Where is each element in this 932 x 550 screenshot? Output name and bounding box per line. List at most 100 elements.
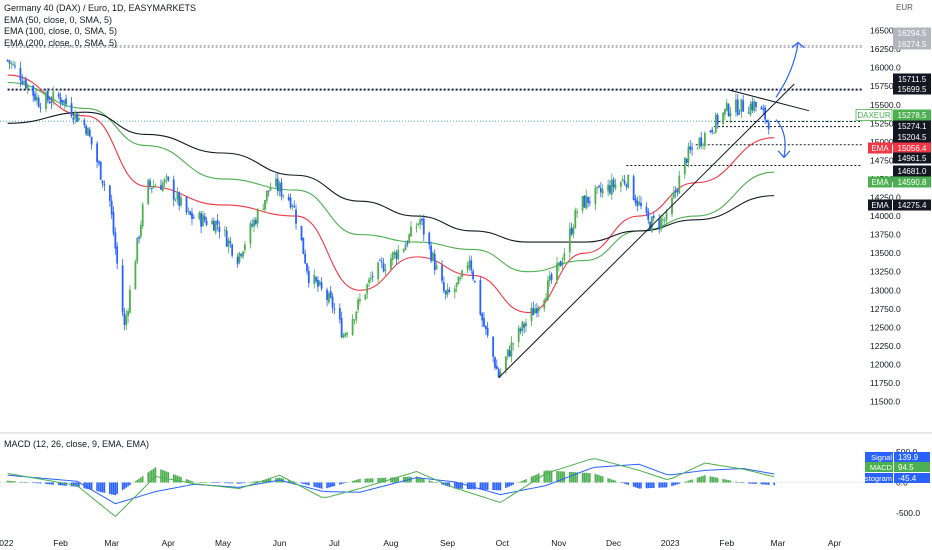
candle-body [187, 210, 190, 212]
histogram-bar [716, 477, 719, 483]
histogram-bar [589, 473, 591, 483]
histogram-bar [674, 482, 677, 485]
histogram-bar [665, 482, 668, 488]
candle-body [599, 187, 602, 193]
candle-body [406, 242, 409, 245]
candle-body [192, 217, 195, 219]
histogram-bar [764, 482, 766, 485]
histogram-bar [315, 482, 317, 488]
chart-title[interactable]: Germany 40 (DAX) / Euro, 1D, EASYMARKETS [4, 3, 197, 13]
candle-body [410, 226, 412, 237]
candle-body [180, 197, 182, 206]
histogram-bar [163, 470, 166, 483]
ema100-legend[interactable]: EMA (100, close, 0, SMA, 5) [4, 26, 118, 36]
candle-body [703, 132, 706, 147]
candle-body [583, 195, 586, 208]
candle-body [481, 313, 484, 321]
candle-body [366, 284, 369, 294]
candle-body [198, 212, 201, 219]
candle-body [634, 198, 637, 203]
horizontal-levels [0, 45, 862, 167]
candle-body [470, 260, 473, 271]
histogram-bar [510, 482, 513, 486]
candle-body [253, 219, 255, 227]
candle-body [355, 311, 358, 320]
candle-body [568, 228, 571, 253]
price-tick-label: 16500.0 [870, 26, 901, 36]
histogram-bar [160, 469, 162, 483]
candle-body [545, 297, 547, 301]
candle-body [596, 186, 599, 189]
candle-body [23, 81, 25, 84]
histogram-bar [530, 476, 533, 483]
histogram-bar [762, 482, 765, 485]
time-tick-label: Aug [383, 538, 398, 548]
candle-body [702, 144, 704, 146]
candle-body [368, 279, 370, 283]
candle-body [536, 308, 538, 314]
candle-body [727, 104, 730, 116]
candle-body [203, 216, 206, 221]
histogram-bar [485, 482, 487, 490]
histogram-bar [415, 476, 418, 483]
candle-body [275, 178, 277, 187]
candle-body [287, 197, 290, 200]
ema50-legend[interactable]: EMA (50, close, 0, SMA, 5) [4, 14, 113, 25]
histogram-bar [8, 480, 11, 483]
histogram-bar [483, 482, 485, 490]
histogram-bar [333, 482, 336, 487]
histogram-bar [532, 475, 535, 483]
histogram-bar [109, 482, 111, 495]
histogram-bar [547, 470, 549, 483]
candle-body [254, 219, 257, 225]
ema200-legend[interactable]: EMA (200, close, 0, SMA, 5) [4, 37, 118, 48]
histogram-bar [112, 482, 115, 495]
candle-body [753, 101, 756, 111]
histogram-bar [329, 482, 332, 488]
candle-body [621, 179, 624, 182]
histogram-bar [114, 482, 117, 496]
candle-body [587, 196, 589, 204]
candle-body [369, 277, 372, 279]
candle-body [152, 185, 155, 188]
candle-body [640, 202, 642, 207]
candle-body [740, 98, 743, 113]
candle-body [110, 200, 113, 215]
candle-body [129, 289, 131, 313]
candle-body [205, 220, 208, 225]
candle-body [256, 209, 259, 224]
histogram-bar [189, 480, 191, 483]
price-tick-label: 12250.0 [870, 341, 901, 351]
price-tick-label: 14250.0 [870, 193, 901, 203]
macd-legend[interactable]: MACD (12, 26, close, 9, EMA, EMA) [4, 439, 150, 449]
candle-body [638, 201, 641, 205]
candle-body [594, 188, 597, 205]
price-label-text: EMA [871, 144, 889, 153]
candle-body [762, 108, 765, 110]
price-label-tag [893, 38, 931, 50]
histogram-bar [676, 482, 679, 485]
histogram-bar [306, 482, 308, 485]
histogram-bar [479, 482, 482, 490]
time-tick-label: 2023 [661, 538, 680, 548]
candle-body [563, 253, 566, 261]
histogram-bar [125, 482, 128, 488]
candle-body [98, 161, 100, 164]
candle-body [714, 114, 717, 133]
candle-body [141, 204, 144, 227]
histogram-bar [433, 482, 436, 483]
candle-body [189, 211, 192, 215]
histogram-bar [625, 482, 628, 485]
histogram-bar [393, 477, 396, 483]
candle-body [676, 190, 679, 193]
price-tick-label: 13250.0 [870, 267, 901, 277]
candle-body [570, 227, 573, 235]
candle-body [333, 308, 336, 310]
histogram-bar [172, 474, 175, 483]
histogram-bar [492, 482, 494, 491]
histogram-bar [236, 482, 239, 484]
price-label-text: 15204.5 [898, 133, 927, 142]
bearish-arrow [775, 119, 786, 157]
candle-body [402, 249, 405, 252]
